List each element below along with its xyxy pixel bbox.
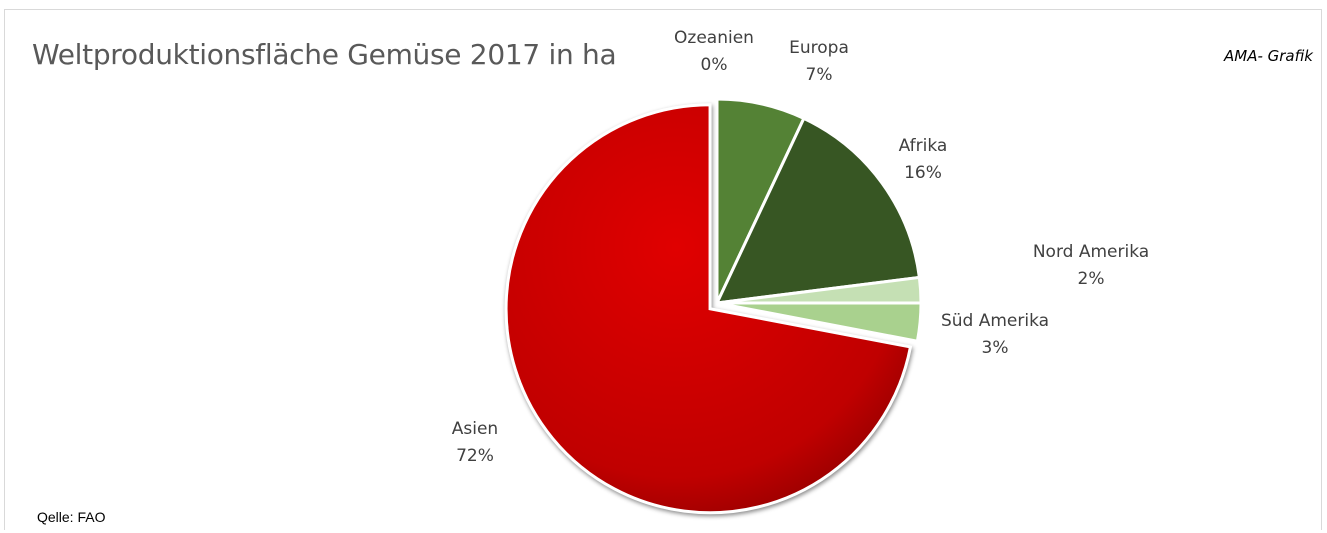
slice-percent-afrika: 16% xyxy=(904,163,942,183)
chart-title: Weltproduktionsfläche Gemüse 2017 in ha xyxy=(32,38,617,71)
slice-label-afrika: Afrika xyxy=(899,136,948,156)
pie-slice-afrika xyxy=(714,116,922,305)
slice-label-nord-amerika: Nord Amerika xyxy=(1033,242,1149,262)
slice-label-ozeanien: Ozeanien xyxy=(674,28,754,48)
slice-label-asien: Asien xyxy=(452,419,498,439)
slice-percent-asien: 72% xyxy=(456,446,494,466)
pie-slice-asien xyxy=(504,103,913,515)
source-note: Qelle: FAO xyxy=(37,509,106,525)
slice-percent-s-d-amerika: 3% xyxy=(982,338,1009,358)
slice-percent-nord-amerika: 2% xyxy=(1078,269,1105,289)
slice-percent-europa: 7% xyxy=(806,65,833,85)
watermark-label: AMA- Grafik xyxy=(1223,47,1313,65)
pie-slice-s-d-amerika xyxy=(716,301,923,343)
slice-label-s-d-amerika: Süd Amerika xyxy=(941,311,1049,331)
slice-label-europa: Europa xyxy=(789,38,849,58)
slice-percent-ozeanien: 0% xyxy=(701,55,728,75)
